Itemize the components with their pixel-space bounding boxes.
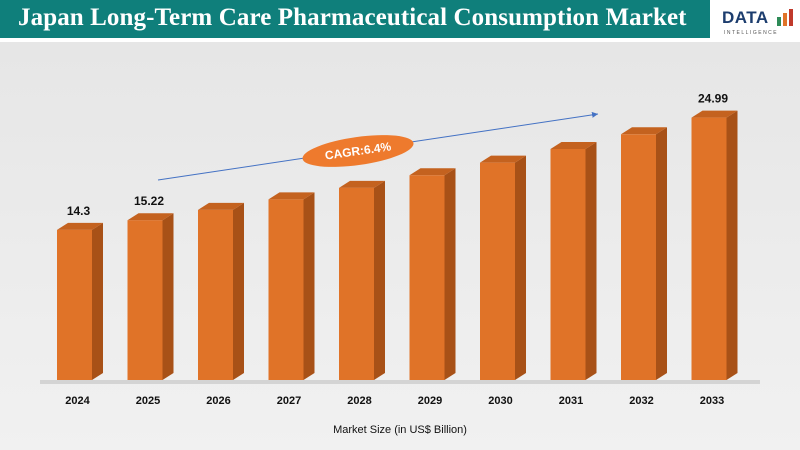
bar-front bbox=[57, 229, 92, 380]
x-tick-label: 2025 bbox=[136, 395, 160, 407]
x-tick-label: 2026 bbox=[206, 395, 230, 407]
logo-tagline: INTELLIGENCE bbox=[724, 30, 779, 36]
bar-2028 bbox=[339, 180, 385, 380]
bar-front bbox=[691, 117, 727, 380]
x-tick-label: 2031 bbox=[559, 395, 583, 407]
bar-side bbox=[303, 192, 315, 380]
bar-top bbox=[57, 222, 103, 230]
x-tick-label: 2027 bbox=[277, 395, 301, 407]
bar-2026 bbox=[198, 202, 244, 380]
chart-floor bbox=[40, 380, 760, 384]
x-tick-label: 2033 bbox=[700, 395, 724, 407]
bar-front bbox=[127, 220, 163, 380]
bar-side bbox=[233, 202, 244, 380]
x-tick-label: 2024 bbox=[65, 395, 90, 407]
data-label: 15.22 bbox=[134, 194, 164, 208]
bar-2031 bbox=[550, 142, 597, 380]
bar-top bbox=[691, 110, 738, 118]
bar-top bbox=[198, 202, 244, 210]
bar-side bbox=[444, 168, 456, 380]
bar-side bbox=[515, 155, 526, 380]
bar-2033 bbox=[691, 110, 738, 380]
bar-2029 bbox=[409, 168, 456, 380]
bar-top bbox=[550, 142, 597, 149]
x-tick-label: 2029 bbox=[418, 395, 442, 407]
logo-bars-icon bbox=[777, 9, 793, 26]
data-label: 14.3 bbox=[67, 204, 91, 218]
title-banner: Japan Long-Term Care Pharmaceutical Cons… bbox=[0, 0, 710, 38]
x-tick-label: 2030 bbox=[488, 395, 512, 407]
cagr-trend: CAGR:6.4% bbox=[157, 111, 599, 181]
bar-front bbox=[268, 199, 304, 380]
bar-front bbox=[198, 209, 233, 380]
x-axis-title: Market Size (in US$ Billion) bbox=[333, 424, 467, 436]
bar-top bbox=[480, 155, 526, 163]
bar-side bbox=[92, 222, 103, 380]
bars-group bbox=[40, 110, 760, 384]
bar-top bbox=[621, 127, 667, 135]
logo-wordmark: DATA bbox=[722, 8, 769, 27]
company-logo: DATA INTELLIGENCE bbox=[712, 0, 800, 42]
bar-2027 bbox=[268, 192, 315, 380]
bar-side bbox=[585, 142, 597, 380]
bar-top bbox=[339, 180, 385, 188]
data-labels: 14.3 15.22 24.99 bbox=[67, 92, 729, 218]
bar-side bbox=[162, 213, 174, 380]
bar-2030 bbox=[480, 155, 526, 380]
bar-top bbox=[409, 168, 456, 176]
cagr-bubble: CAGR:6.4% bbox=[302, 135, 414, 167]
bar-front bbox=[550, 149, 586, 380]
bar-2025 bbox=[127, 213, 174, 380]
x-tick-labels: 2024 2025 2026 2027 2028 2029 2030 2031 2032 2033 bbox=[65, 395, 724, 407]
data-label: 24.99 bbox=[698, 92, 728, 106]
bar-top bbox=[127, 213, 174, 221]
bar-2032 bbox=[621, 127, 667, 380]
x-tick-label: 2032 bbox=[629, 395, 653, 407]
bar-front bbox=[480, 162, 515, 380]
bar-2024 bbox=[57, 222, 103, 380]
x-tick-label: 2028 bbox=[347, 395, 371, 407]
bar-side bbox=[726, 110, 738, 380]
bar-side bbox=[656, 127, 667, 380]
bar-front bbox=[339, 187, 374, 380]
bar-top bbox=[268, 192, 315, 200]
bar-front bbox=[621, 134, 656, 380]
chart-title: Japan Long-Term Care Pharmaceutical Cons… bbox=[18, 4, 687, 31]
bar-front bbox=[409, 175, 445, 380]
bar-side bbox=[374, 180, 385, 380]
